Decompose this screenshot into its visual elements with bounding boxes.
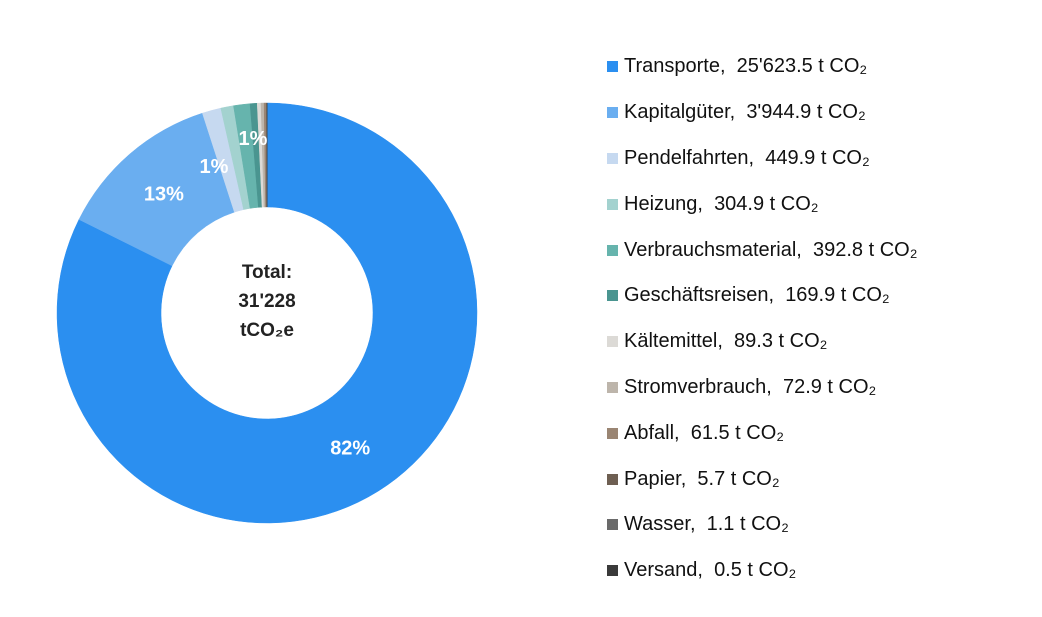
legend-item: Kapitalgüter, 3'944.9 t CO₂ bbox=[607, 90, 917, 136]
legend-value: 169.9 t CO₂ bbox=[785, 284, 890, 307]
legend-label: Geschäftsreisen, bbox=[624, 284, 786, 307]
legend-item: Papier, 5.7 t CO₂ bbox=[607, 456, 917, 502]
legend-value: 25'623.5 t CO₂ bbox=[736, 55, 868, 78]
legend-swatch bbox=[607, 427, 618, 439]
legend-value: 5.7 t CO₂ bbox=[697, 467, 780, 490]
legend-label: Pendelfahrten, bbox=[624, 146, 766, 169]
slice-transporte bbox=[56, 102, 478, 524]
legend-value: 392.8 t CO₂ bbox=[812, 238, 918, 261]
total-value: 31'228 bbox=[238, 291, 296, 312]
legend-swatch bbox=[607, 107, 618, 119]
total-label: Total: 31'228 tCO₂e bbox=[187, 258, 347, 345]
legend-label: Kapitalgüter, bbox=[624, 101, 747, 124]
data-label-pendelfahrten: 1% bbox=[200, 156, 229, 178]
legend-item: Wasser, 1.1 t CO₂ bbox=[607, 502, 917, 548]
legend-label: Transporte, bbox=[624, 55, 737, 78]
legend-swatch bbox=[607, 565, 618, 577]
legend-value: 304.9 t CO₂ bbox=[714, 192, 819, 215]
legend-label: Versand, bbox=[624, 559, 715, 582]
legend-item: Versand, 0.5 t CO₂ bbox=[607, 548, 917, 594]
legend-value: 61.5 t CO₂ bbox=[690, 421, 785, 444]
legend-item: Abfall, 61.5 t CO₂ bbox=[607, 410, 917, 456]
legend-swatch bbox=[607, 290, 618, 302]
legend-swatch bbox=[607, 381, 618, 393]
legend-value: 449.9 t CO₂ bbox=[765, 146, 870, 169]
total-unit: tCO₂e bbox=[240, 320, 294, 341]
legend-item: Stromverbrauch, 72.9 t CO₂ bbox=[607, 365, 917, 411]
legend-label: Heizung, bbox=[624, 192, 715, 215]
legend-item: Heizung, 304.9 t CO₂ bbox=[607, 181, 917, 227]
data-label-verbrauchsmaterial: 1% bbox=[239, 128, 268, 150]
legend-item: Transporte, 25'623.5 t CO₂ bbox=[607, 44, 917, 90]
legend-label: Stromverbrauch, bbox=[624, 375, 783, 398]
legend-value: 3'944.9 t CO₂ bbox=[746, 101, 866, 124]
legend-swatch bbox=[607, 61, 618, 73]
data-label-kapitalgüter: 13% bbox=[144, 183, 184, 205]
legend-label: Abfall, bbox=[624, 421, 691, 444]
legend-item: Pendelfahrten, 449.9 t CO₂ bbox=[607, 136, 917, 182]
legend-swatch bbox=[607, 244, 618, 256]
legend-swatch bbox=[607, 473, 618, 485]
legend-value: 72.9 t CO₂ bbox=[782, 375, 877, 398]
legend-value: 0.5 t CO₂ bbox=[714, 559, 797, 582]
legend-swatch bbox=[607, 152, 618, 164]
legend-value: 1.1 t CO₂ bbox=[706, 513, 789, 536]
data-label-transporte: 82% bbox=[330, 437, 370, 459]
total-title: Total: bbox=[241, 262, 293, 283]
legend-item: Verbrauchsmaterial, 392.8 t CO₂ bbox=[607, 227, 917, 273]
donut-chart: 82% 13% 1% 1% bbox=[56, 102, 478, 524]
legend: Transporte, 25'623.5 t CO₂ Kapitalgüter, … bbox=[607, 44, 917, 594]
legend-swatch bbox=[607, 336, 618, 348]
legend-swatch bbox=[607, 198, 618, 210]
legend-label: Kältemittel, bbox=[624, 330, 735, 353]
legend-label: Wasser, bbox=[624, 513, 707, 536]
legend-item: Kältemittel, 89.3 t CO₂ bbox=[607, 319, 917, 365]
legend-label: Verbrauchsmaterial, bbox=[624, 238, 813, 261]
legend-item: Geschäftsreisen, 169.9 t CO₂ bbox=[607, 273, 917, 319]
legend-swatch bbox=[607, 519, 618, 531]
legend-value: 89.3 t CO₂ bbox=[734, 330, 828, 353]
legend-label: Papier, bbox=[624, 467, 698, 490]
